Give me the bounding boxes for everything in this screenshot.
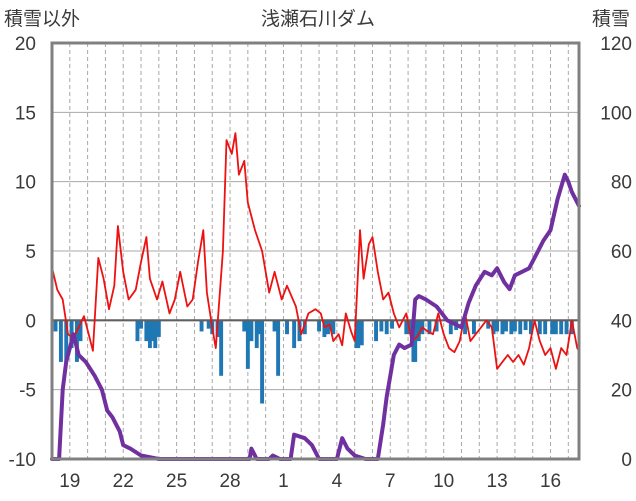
right-tick-label: 80 [611,173,632,194]
precipitation-bar [550,320,555,335]
left-tick-label: 10 [15,173,36,194]
snow-depth-line [50,172,581,461]
precipitation-bar [276,320,281,376]
precipitation-bar [53,320,58,332]
x-tick-label: 25 [166,471,187,492]
precipitation-bar [379,320,384,332]
plot-border [50,41,581,461]
right-axis-title: 積雪 [592,8,630,30]
precipitation-bar [404,320,409,335]
left-axis-title: 積雪以外 [4,8,80,30]
precipitation-bar [463,320,468,335]
precipitation-bar [518,320,523,335]
x-tick-label: 10 [433,471,454,492]
precipitation-bar [543,320,548,335]
left-tick-label: 0 [25,311,36,332]
x-tick-label: 4 [332,471,343,492]
plot-frame [50,41,581,461]
left-tick-label: -5 [19,381,36,402]
right-tick-label: 120 [600,34,632,55]
left-tick-label: 20 [15,34,36,55]
precipitation-bar [390,320,395,329]
precipitation-bar [564,320,569,335]
precipitation-bar [242,320,247,332]
left-tick-label: -10 [9,450,36,471]
precipitation-bar [416,320,421,342]
precipitation-bar [153,320,158,349]
right-tick-label: 20 [611,381,632,402]
precipitation-bar [384,320,389,335]
precipitation-bar [58,320,63,362]
precipitation-bar [356,320,361,349]
precipitation-bar [149,320,154,342]
x-tick-label: 13 [487,471,508,492]
x-tick-label: 19 [59,471,80,492]
precipitation-bar [322,320,327,337]
precipitation-bar [509,320,514,335]
right-tick-label: 60 [611,242,632,263]
precipitation-bar [537,320,542,335]
precipitation-bar [491,320,496,335]
right-tick-label: 100 [600,103,632,124]
precipitation-bar [512,320,517,332]
precipitation-bar [135,320,140,342]
precipitation-bar [254,320,259,349]
right-tick-label: 40 [611,311,632,332]
x-tick-label: 7 [385,471,396,492]
x-tick-label: 16 [540,471,561,492]
precipitation-bar [156,320,161,337]
precipitation-bar [448,320,453,335]
precipitation-bar [569,320,574,335]
precipitation-bar [331,320,336,335]
precipitation-bar [413,320,418,362]
precipitation-bar [144,320,149,342]
left-tick-label: 5 [25,242,36,263]
x-tick-label: 1 [278,471,289,492]
precipitation-bar [78,320,83,342]
precipitation-bar [374,320,378,342]
precipitation-bar [302,320,307,335]
chart-labels: 積雪以外 浅瀬石川ダム 積雪 -10 -5 0 5 10 15 20 0 20 40 60 80 100… [4,8,632,492]
precipitation-bar [199,320,204,332]
precipitation-bar [297,320,302,342]
precipitation-bar [317,320,322,332]
x-tick-label: 22 [113,471,134,492]
precipitation-bar [206,320,211,329]
precipitation-bar [260,320,265,404]
precipitation-bar [500,320,505,335]
chart-title: 浅瀬石川ダム [261,8,375,30]
precipitation-bar [285,320,289,335]
precipitation-bar [504,320,508,332]
precipitation-bar [219,320,224,376]
precipitation-bar [245,320,250,369]
precipitation-bar [272,320,277,332]
left-tick-label: 15 [15,103,36,124]
precipitation-bar [434,320,439,332]
x-tick-label: 28 [219,471,240,492]
grid-lines [52,43,579,459]
precipitation-bar [523,320,528,331]
precipitation-bar [249,320,254,342]
precipitation-bar [559,320,564,335]
precipitation-bar [495,320,500,332]
precipitation-bar [471,320,476,335]
precipitation-bar [486,320,491,329]
precipitation-bar [292,320,297,349]
precipitation-bar [427,320,432,335]
precipitation-bar [553,320,558,335]
precipitation-bar [139,320,143,329]
right-tick-label: 0 [621,450,632,471]
temperature-line [51,132,580,370]
precipitation-bar [528,320,533,335]
precipitation-bar [64,320,69,362]
precipitation-bar [359,320,364,346]
